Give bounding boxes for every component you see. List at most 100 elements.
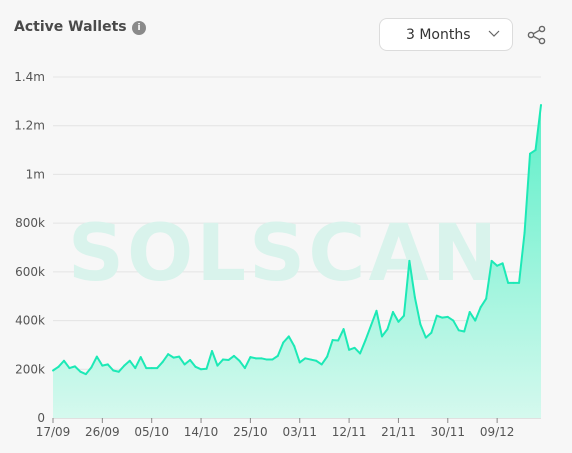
chevron-down-icon bbox=[488, 30, 500, 37]
data-point[interactable] bbox=[172, 356, 175, 359]
data-point[interactable] bbox=[309, 358, 312, 361]
data-point[interactable] bbox=[364, 339, 367, 342]
svg-text:SOLSCAN: SOLSCAN bbox=[68, 209, 500, 299]
data-point[interactable] bbox=[326, 355, 329, 358]
data-point[interactable] bbox=[95, 355, 98, 358]
data-point[interactable] bbox=[446, 315, 449, 318]
data-point[interactable] bbox=[359, 352, 362, 355]
data-point[interactable] bbox=[194, 365, 197, 368]
data-point[interactable] bbox=[287, 335, 290, 338]
data-point[interactable] bbox=[331, 339, 334, 342]
data-point[interactable] bbox=[419, 323, 422, 326]
data-point[interactable] bbox=[62, 359, 65, 362]
data-point[interactable] bbox=[402, 314, 405, 317]
data-point[interactable] bbox=[375, 309, 378, 312]
data-point[interactable] bbox=[156, 367, 159, 370]
data-point[interactable] bbox=[189, 359, 192, 362]
y-tick-label: 800k bbox=[15, 216, 45, 230]
data-point[interactable] bbox=[380, 335, 383, 338]
data-point[interactable] bbox=[320, 363, 323, 366]
data-point[interactable] bbox=[271, 358, 274, 361]
data-point[interactable] bbox=[529, 152, 532, 155]
data-point[interactable] bbox=[370, 324, 373, 327]
data-point[interactable] bbox=[540, 104, 542, 107]
info-icon[interactable]: i bbox=[132, 21, 146, 35]
data-point[interactable] bbox=[254, 357, 257, 360]
data-point[interactable] bbox=[457, 329, 460, 332]
data-point[interactable] bbox=[534, 149, 537, 152]
data-point[interactable] bbox=[348, 348, 351, 351]
data-point[interactable] bbox=[413, 296, 416, 299]
data-point[interactable] bbox=[518, 281, 521, 284]
data-point[interactable] bbox=[485, 297, 488, 300]
data-point[interactable] bbox=[353, 346, 356, 349]
data-point[interactable] bbox=[211, 350, 214, 353]
data-point[interactable] bbox=[490, 259, 493, 262]
data-point[interactable] bbox=[260, 357, 263, 360]
data-point[interactable] bbox=[205, 367, 208, 370]
data-point[interactable] bbox=[123, 364, 126, 367]
data-point[interactable] bbox=[68, 367, 71, 370]
data-point[interactable] bbox=[227, 359, 230, 362]
data-point[interactable] bbox=[479, 306, 482, 309]
data-point[interactable] bbox=[161, 360, 164, 363]
data-point[interactable] bbox=[101, 364, 104, 367]
data-point[interactable] bbox=[90, 366, 93, 369]
data-point[interactable] bbox=[276, 354, 279, 357]
data-point[interactable] bbox=[139, 356, 142, 359]
data-point[interactable] bbox=[145, 367, 148, 370]
data-point[interactable] bbox=[128, 359, 131, 362]
data-point[interactable] bbox=[496, 264, 499, 267]
data-point[interactable] bbox=[249, 356, 252, 359]
data-point[interactable] bbox=[468, 311, 471, 314]
data-point[interactable] bbox=[386, 328, 389, 331]
data-point[interactable] bbox=[73, 365, 76, 368]
y-tick-label: 1m bbox=[26, 167, 45, 181]
data-point[interactable] bbox=[441, 316, 444, 319]
x-tick-label: 25/10 bbox=[233, 425, 268, 439]
data-point[interactable] bbox=[342, 328, 345, 331]
data-point[interactable] bbox=[304, 357, 307, 360]
data-point[interactable] bbox=[424, 336, 427, 339]
data-point[interactable] bbox=[452, 319, 455, 322]
data-point[interactable] bbox=[84, 373, 87, 376]
data-point[interactable] bbox=[232, 354, 235, 357]
data-point[interactable] bbox=[435, 314, 438, 317]
data-point[interactable] bbox=[474, 319, 477, 322]
data-point[interactable] bbox=[298, 361, 301, 364]
data-point[interactable] bbox=[391, 311, 394, 314]
y-tick-label: 200k bbox=[15, 362, 45, 376]
data-point[interactable] bbox=[79, 370, 82, 373]
data-point[interactable] bbox=[183, 363, 186, 366]
data-point[interactable] bbox=[150, 367, 153, 370]
data-point[interactable] bbox=[293, 345, 296, 348]
data-point[interactable] bbox=[265, 358, 268, 361]
share-icon[interactable] bbox=[527, 25, 547, 45]
data-point[interactable] bbox=[430, 331, 433, 334]
data-point[interactable] bbox=[282, 341, 285, 344]
data-point[interactable] bbox=[216, 364, 219, 367]
data-point[interactable] bbox=[117, 370, 120, 373]
data-point[interactable] bbox=[106, 363, 109, 366]
data-point[interactable] bbox=[501, 262, 504, 265]
data-point[interactable] bbox=[221, 358, 224, 361]
data-point[interactable] bbox=[337, 339, 340, 342]
data-point[interactable] bbox=[238, 359, 241, 362]
time-range-select[interactable]: 3 Months bbox=[379, 18, 513, 51]
data-point[interactable] bbox=[512, 281, 515, 284]
data-point[interactable] bbox=[243, 367, 246, 370]
data-point[interactable] bbox=[315, 359, 318, 362]
data-point[interactable] bbox=[134, 367, 137, 370]
data-point[interactable] bbox=[523, 231, 526, 234]
data-point[interactable] bbox=[57, 365, 60, 368]
data-point[interactable] bbox=[408, 259, 411, 262]
data-point[interactable] bbox=[52, 369, 54, 372]
data-point[interactable] bbox=[200, 368, 203, 371]
data-point[interactable] bbox=[397, 320, 400, 323]
data-point[interactable] bbox=[178, 355, 181, 358]
data-point[interactable] bbox=[463, 330, 466, 333]
data-point[interactable] bbox=[167, 353, 170, 356]
data-point[interactable] bbox=[112, 369, 115, 372]
x-tick-label: 14/10 bbox=[184, 425, 219, 439]
data-point[interactable] bbox=[507, 281, 510, 284]
